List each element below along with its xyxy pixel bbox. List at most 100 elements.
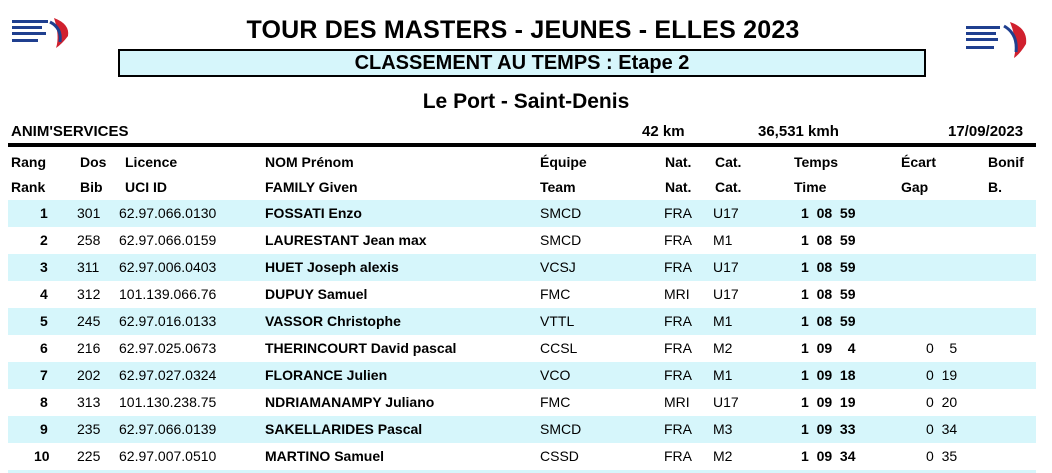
rank-cell: 7	[40, 367, 48, 383]
table-row: 6 216 62.97.025.0673 THERINCOURT David p…	[8, 335, 1036, 362]
category-cell: U17	[713, 205, 739, 221]
col-team-en: Team	[540, 179, 576, 195]
bib-cell: 301	[77, 205, 101, 221]
category-cell: M3	[713, 421, 733, 437]
table-row: 9 235 62.97.066.0139 SAKELLARIDES Pascal…	[8, 416, 1036, 443]
col-name-en: FAMILY Given	[265, 179, 358, 195]
nationality-cell: FRA	[664, 205, 692, 221]
page-title: TOUR DES MASTERS - JEUNES - ELLES 2023	[246, 16, 800, 44]
time-cell: 1 09 34	[801, 448, 856, 464]
bib-cell: 202	[77, 367, 101, 383]
licence-cell: 62.97.016.0133	[119, 313, 217, 329]
category-cell: M1	[713, 367, 733, 383]
col-nat-fr: Nat.	[665, 154, 692, 170]
table-row: 8 313 101.130.238.75 NDRIAMANAMPY Julian…	[8, 389, 1036, 416]
nationality-cell: FRA	[664, 448, 692, 464]
licence-cell: 62.97.066.0139	[119, 421, 217, 437]
time-cell: 1 09 33	[801, 421, 856, 437]
table-row: 7 202 62.97.027.0324 FLORANCE Julien VCO…	[8, 362, 1036, 389]
rider-name-cell: VASSOR Christophe	[265, 313, 401, 329]
col-bib-en: Bib	[80, 179, 103, 195]
nationality-cell: FRA	[664, 367, 692, 383]
table-row-partial	[8, 470, 1036, 473]
category-cell: U17	[713, 259, 739, 275]
time-cell: 1 08 59	[801, 259, 856, 275]
licence-cell: 62.97.027.0324	[119, 367, 217, 383]
col-licence-en: UCI ID	[125, 179, 167, 195]
time-cell: 1 08 59	[801, 205, 856, 221]
bib-cell: 313	[77, 394, 101, 410]
bib-cell: 245	[77, 313, 101, 329]
col-gap-en: Gap	[901, 179, 929, 195]
col-time-fr: Temps	[794, 154, 839, 170]
time-cell: 1 08 59	[801, 232, 856, 248]
col-name-fr: NOM Prénom	[265, 154, 354, 170]
rider-name-cell: FOSSATI Enzo	[265, 205, 362, 221]
team-cell: VCO	[540, 367, 571, 383]
col-gap-fr: Écart	[901, 154, 937, 170]
team-cell: VCSJ	[540, 259, 576, 275]
team-cell: VTTL	[540, 313, 575, 329]
time-cell: 1 08 59	[801, 313, 856, 329]
rank-cell: 1	[40, 205, 48, 221]
rider-name-cell: MARTINO Samuel	[265, 448, 385, 464]
licence-cell: 101.139.066.76	[119, 286, 217, 302]
rank-cell: 3	[40, 259, 48, 275]
rank-cell: 10	[34, 448, 50, 464]
nationality-cell: FRA	[664, 259, 692, 275]
rider-name-cell: NDRIAMANAMPY Juliano	[265, 394, 435, 410]
time-cell: 1 09 4	[801, 340, 856, 356]
category-cell: U17	[713, 394, 739, 410]
bib-cell: 311	[77, 259, 100, 275]
licence-cell: 62.97.006.0403	[119, 259, 217, 275]
col-cat-en: Cat.	[715, 179, 742, 195]
team-cell: SMCD	[540, 205, 582, 221]
col-rank-en: Rank	[11, 179, 46, 195]
distance: 42 km	[642, 123, 685, 140]
col-team-fr: Équipe	[540, 154, 587, 170]
rider-name-cell: LAURESTANT Jean max	[265, 232, 427, 248]
nationality-cell: FRA	[664, 421, 692, 437]
bib-cell: 258	[77, 232, 101, 248]
rider-name-cell: HUET Joseph alexis	[265, 259, 399, 275]
category-cell: M2	[713, 448, 733, 464]
table-row: 1 301 62.97.066.0130 FOSSATI Enzo SMCD F…	[8, 200, 1036, 227]
nationality-cell: FRA	[664, 313, 692, 329]
col-bib-fr: Dos	[80, 154, 107, 170]
licence-cell: 62.97.066.0130	[119, 205, 217, 221]
rider-name-cell: SAKELLARIDES Pascal	[265, 421, 423, 437]
bib-cell: 225	[77, 448, 101, 464]
gap-cell: 0 20	[926, 394, 958, 410]
rank-cell: 8	[40, 394, 48, 410]
team-cell: FMC	[540, 394, 571, 410]
gap-cell: 0 5	[926, 340, 958, 356]
category-cell: M2	[713, 340, 733, 356]
rider-name-cell: DUPUY Samuel	[265, 286, 368, 302]
rider-name-cell: FLORANCE Julien	[265, 367, 388, 383]
rank-cell: 6	[40, 340, 48, 356]
nationality-cell: MRI	[664, 286, 690, 302]
rank-cell: 2	[40, 232, 48, 248]
gap-cell: 0 35	[926, 448, 958, 464]
licence-cell: 101.130.238.75	[119, 394, 217, 410]
category-cell: M1	[713, 232, 733, 248]
nationality-cell: FRA	[664, 232, 692, 248]
table-row: 4 312 101.139.066.76 DUPUY Samuel FMC MR…	[8, 281, 1036, 308]
gap-cell: 0 19	[926, 367, 958, 383]
table-row: 3 311 62.97.006.0403 HUET Joseph alexis …	[8, 254, 1036, 281]
rider-name-cell: THERINCOURT David pascal	[265, 340, 457, 356]
federation-logo-right	[966, 22, 1027, 58]
team-cell: FMC	[540, 286, 571, 302]
col-licence-fr: Licence	[125, 154, 178, 170]
table-row: 5 245 62.97.016.0133 VASSOR Christophe V…	[8, 308, 1036, 335]
ranking-subtitle: CLASSEMENT AU TEMPS : Etape 2	[118, 49, 926, 77]
rank-cell: 9	[40, 421, 48, 437]
col-time-en: Time	[794, 179, 827, 195]
bib-cell: 216	[77, 340, 101, 356]
col-bonus-fr: Bonif	[988, 154, 1024, 170]
team-cell: SMCD	[540, 421, 582, 437]
col-bonus-en: B.	[988, 179, 1002, 195]
team-cell: SMCD	[540, 232, 582, 248]
time-cell: 1 09 19	[801, 394, 856, 410]
race-date: 17/09/2023	[948, 123, 1024, 140]
